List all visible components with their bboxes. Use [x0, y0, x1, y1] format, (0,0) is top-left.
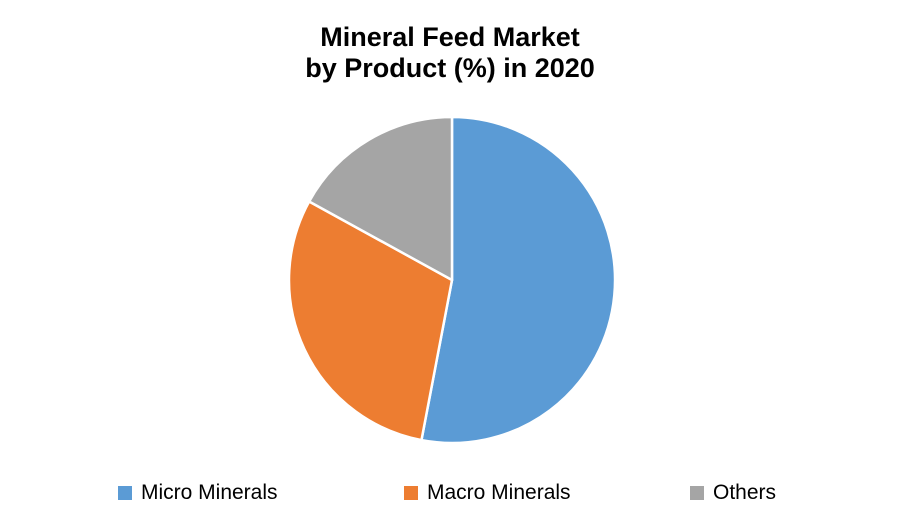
legend-label-others: Others	[713, 481, 777, 504]
legend-item-micro-minerals: Micro Minerals	[118, 482, 404, 504]
legend: Micro Minerals Macro Minerals Others	[118, 482, 776, 504]
pie-slice-micro-minerals	[420, 115, 617, 445]
legend-label-macro-minerals: Macro Minerals	[427, 481, 571, 504]
legend-swatch-macro-minerals-icon	[404, 486, 418, 500]
chart-title: Mineral Feed Market by Product (%) in 20…	[0, 22, 900, 84]
legend-label-micro-minerals: Micro Minerals	[141, 481, 278, 504]
legend-item-macro-minerals: Macro Minerals	[404, 482, 690, 504]
legend-swatch-micro-minerals-icon	[118, 486, 132, 500]
chart-title-line-2: by Product (%) in 2020	[305, 53, 595, 83]
pie-slice-others	[307, 115, 454, 282]
legend-item-others: Others	[690, 482, 776, 504]
pie-slice-macro-minerals	[287, 200, 454, 442]
chart-title-line-1: Mineral Feed Market	[320, 22, 580, 52]
legend-swatch-others-icon	[690, 486, 704, 500]
